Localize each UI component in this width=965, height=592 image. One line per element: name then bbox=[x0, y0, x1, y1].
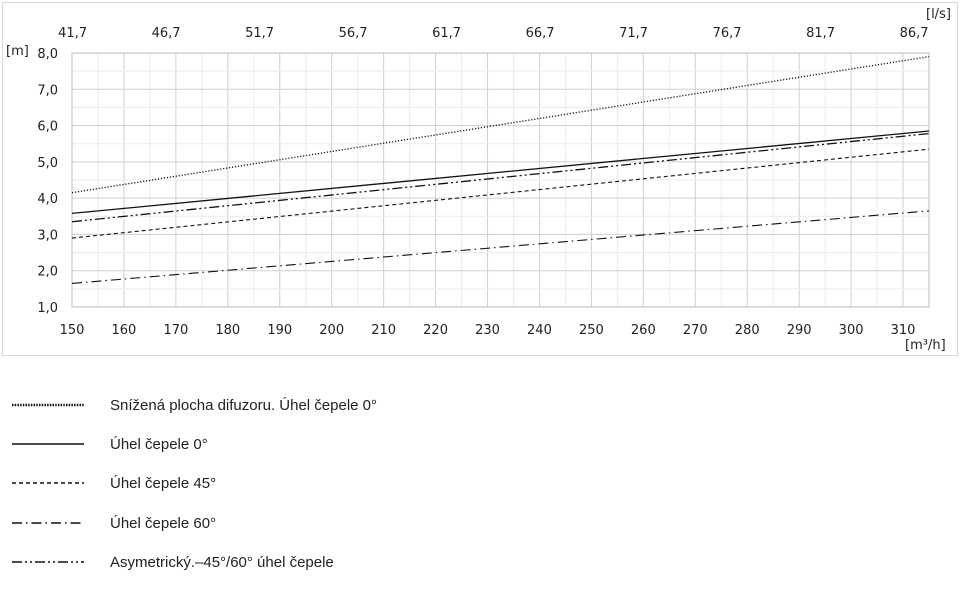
x-tick-label: 150 bbox=[60, 323, 85, 338]
x-tick-label: 210 bbox=[371, 323, 396, 338]
tick-labels: 150 160 170 180 190 200 210 220 230 240 250 260 270 2… bbox=[37, 26, 928, 338]
x2-tick-label: 66,7 bbox=[526, 26, 555, 41]
x-tick-label: 280 bbox=[735, 323, 760, 338]
x-tick-label: 230 bbox=[475, 323, 500, 338]
x-tick-label: 220 bbox=[423, 323, 448, 338]
series-line-4 bbox=[71, 210, 930, 284]
y-tick-label: 5,0 bbox=[37, 156, 58, 171]
grid bbox=[71, 52, 930, 308]
y-tick-label: 4,0 bbox=[37, 192, 58, 207]
legend-item: Úhel čepele 45° bbox=[0, 473, 600, 497]
x-tick-label: 160 bbox=[112, 323, 137, 338]
x2-tick-label: 61,7 bbox=[432, 26, 461, 41]
x-tick-label: 310 bbox=[891, 323, 916, 338]
y-tick-label: 3,0 bbox=[37, 228, 58, 243]
legend-label: Úhel čepele 45° bbox=[110, 475, 217, 492]
x2-tick-label: 41,7 bbox=[58, 26, 87, 41]
line-chart: 150 160 170 180 190 200 210 220 230 240 250 260 270 2… bbox=[6, 7, 951, 353]
series-line-2 bbox=[71, 130, 930, 215]
x2-tick-label: 56,7 bbox=[339, 26, 368, 41]
x2-tick-label: 76,7 bbox=[713, 26, 742, 41]
plot-area bbox=[71, 52, 930, 308]
x2-axis-unit: [l/s] bbox=[926, 7, 951, 22]
series-line-5 bbox=[71, 132, 930, 223]
legend-swatch bbox=[12, 522, 84, 524]
series-line-1 bbox=[71, 55, 930, 194]
series-line-3 bbox=[71, 148, 930, 239]
x-tick-label: 260 bbox=[631, 323, 656, 338]
x-tick-label: 300 bbox=[839, 323, 864, 338]
legend-swatch bbox=[12, 403, 84, 407]
legend-item: Úhel čepele 60° bbox=[0, 513, 600, 537]
legend-label: Úhel čepele 60° bbox=[110, 515, 217, 532]
legend-swatch bbox=[12, 482, 84, 484]
x-tick-label: 180 bbox=[215, 323, 240, 338]
x-tick-label: 200 bbox=[319, 323, 344, 338]
series-lines bbox=[71, 55, 930, 284]
chart-frame bbox=[2, 2, 958, 356]
x2-tick-label: 46,7 bbox=[152, 26, 181, 41]
x2-tick-label: 51,7 bbox=[245, 26, 274, 41]
x2-tick-label: 81,7 bbox=[806, 26, 835, 41]
legend-item: Asymetrický.–45°/60° úhel čepele bbox=[0, 552, 600, 576]
legend-label: Snížená plocha difuzoru. Úhel čepele 0° bbox=[110, 397, 378, 414]
x-tick-label: 250 bbox=[579, 323, 604, 338]
x-tick-label: 290 bbox=[787, 323, 812, 338]
legend-item: Snížená plocha difuzoru. Úhel čepele 0° bbox=[0, 395, 600, 419]
x-tick-label: 240 bbox=[527, 323, 552, 338]
y-tick-label: 6,0 bbox=[37, 120, 58, 135]
x2-tick-label: 86,7 bbox=[900, 26, 929, 41]
legend-label: Úhel čepele 0° bbox=[110, 436, 208, 453]
y-tick-label: 7,0 bbox=[37, 83, 58, 98]
x-tick-label: 190 bbox=[267, 323, 292, 338]
legend-item: Úhel čepele 0° bbox=[0, 434, 600, 458]
legend-label: Asymetrický.–45°/60° úhel čepele bbox=[110, 554, 334, 571]
y-axis-unit: [m] bbox=[6, 44, 29, 59]
x-axis-unit: [m³/h] bbox=[905, 338, 946, 353]
y-tick-label: 2,0 bbox=[37, 265, 58, 280]
legend-swatch bbox=[12, 561, 84, 563]
x2-tick-label: 71,7 bbox=[619, 26, 648, 41]
x-tick-label: 170 bbox=[163, 323, 188, 338]
y-tick-label: 8,0 bbox=[37, 47, 58, 62]
y-tick-label: 1,0 bbox=[37, 301, 58, 316]
x-tick-label: 270 bbox=[683, 323, 708, 338]
legend-swatch bbox=[12, 443, 84, 445]
